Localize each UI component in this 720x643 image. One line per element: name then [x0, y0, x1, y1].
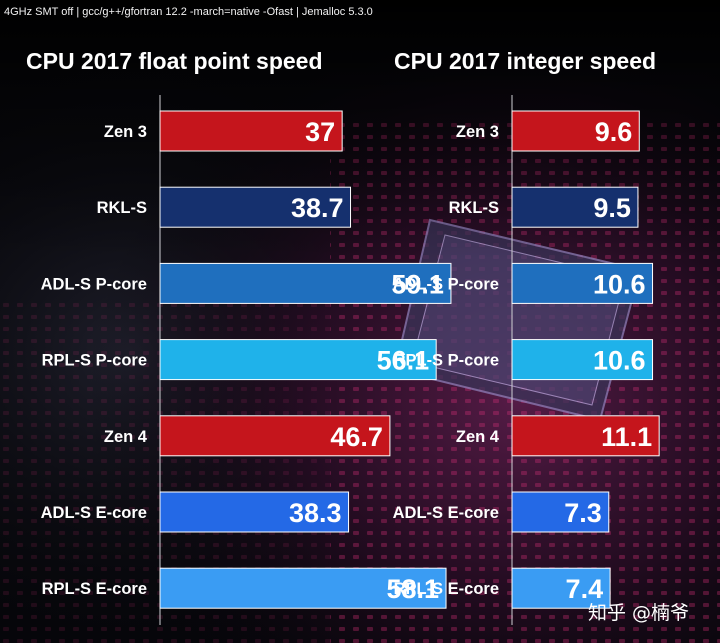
integer-category-label: ADL-S E-core: [393, 504, 499, 522]
float-bar: [159, 110, 343, 152]
integer-category-label: RKL-S: [449, 199, 499, 217]
float-bar: [159, 567, 447, 609]
integer-value-label: 9.6: [595, 117, 633, 147]
integer-bar: [511, 110, 640, 152]
float-value-label: 38.3: [289, 498, 342, 528]
float-bar: [159, 339, 437, 381]
float-category-label: RPL-S P-core: [42, 352, 147, 370]
integer-value-label: 7.3: [564, 498, 602, 528]
float-value-label: 56.1: [377, 346, 430, 376]
float-bar: [159, 186, 352, 228]
integer-bar: [511, 186, 639, 228]
float-bar: [159, 415, 391, 457]
integer-category-label: ADL-S P-core: [393, 275, 499, 293]
integer-bar: [511, 491, 610, 533]
float-chart-title: CPU 2017 float point speed: [26, 48, 323, 74]
integer-bar: [511, 567, 611, 609]
integer-bar: [511, 339, 654, 381]
zhihu-watermark: 知乎 @楠爷: [588, 602, 690, 624]
integer-value-label: 9.5: [593, 193, 631, 223]
integer-value-label: 10.6: [593, 346, 646, 376]
float-value-label: 38.7: [291, 193, 344, 223]
float-bar: [159, 262, 452, 304]
integer-value-label: 11.1: [601, 422, 652, 452]
float-bar: [159, 491, 350, 533]
integer-bar: [511, 262, 654, 304]
integer-category-label: RPL-S P-core: [394, 352, 499, 370]
float-category-label: RPL-S E-core: [42, 580, 147, 598]
float-value-label: 58.1: [386, 574, 439, 604]
integer-value-label: 10.6: [593, 269, 646, 299]
integer-bar: [511, 415, 660, 457]
float-category-label: Zen 3: [104, 123, 147, 141]
float-value-label: 59.1: [391, 269, 444, 299]
integer-category-label: Zen 4: [456, 428, 500, 446]
benchmark-config-note: 4GHz SMT off | gcc/g++/gfortran 12.2 -ma…: [4, 6, 373, 18]
float-category-label: RKL-S: [97, 199, 147, 217]
float-category-label: Zen 4: [104, 428, 148, 446]
integer-category-label: Zen 3: [456, 123, 499, 141]
float-value-label: 46.7: [330, 422, 383, 452]
integer-category-label: RPL-S E-core: [394, 580, 499, 598]
float-value-label: 37: [305, 117, 335, 147]
float-category-label: ADL-S E-core: [41, 504, 147, 522]
float-category-label: ADL-S P-core: [41, 275, 147, 293]
integer-chart-title: CPU 2017 integer speed: [394, 48, 657, 74]
integer-value-label: 7.4: [566, 574, 604, 604]
